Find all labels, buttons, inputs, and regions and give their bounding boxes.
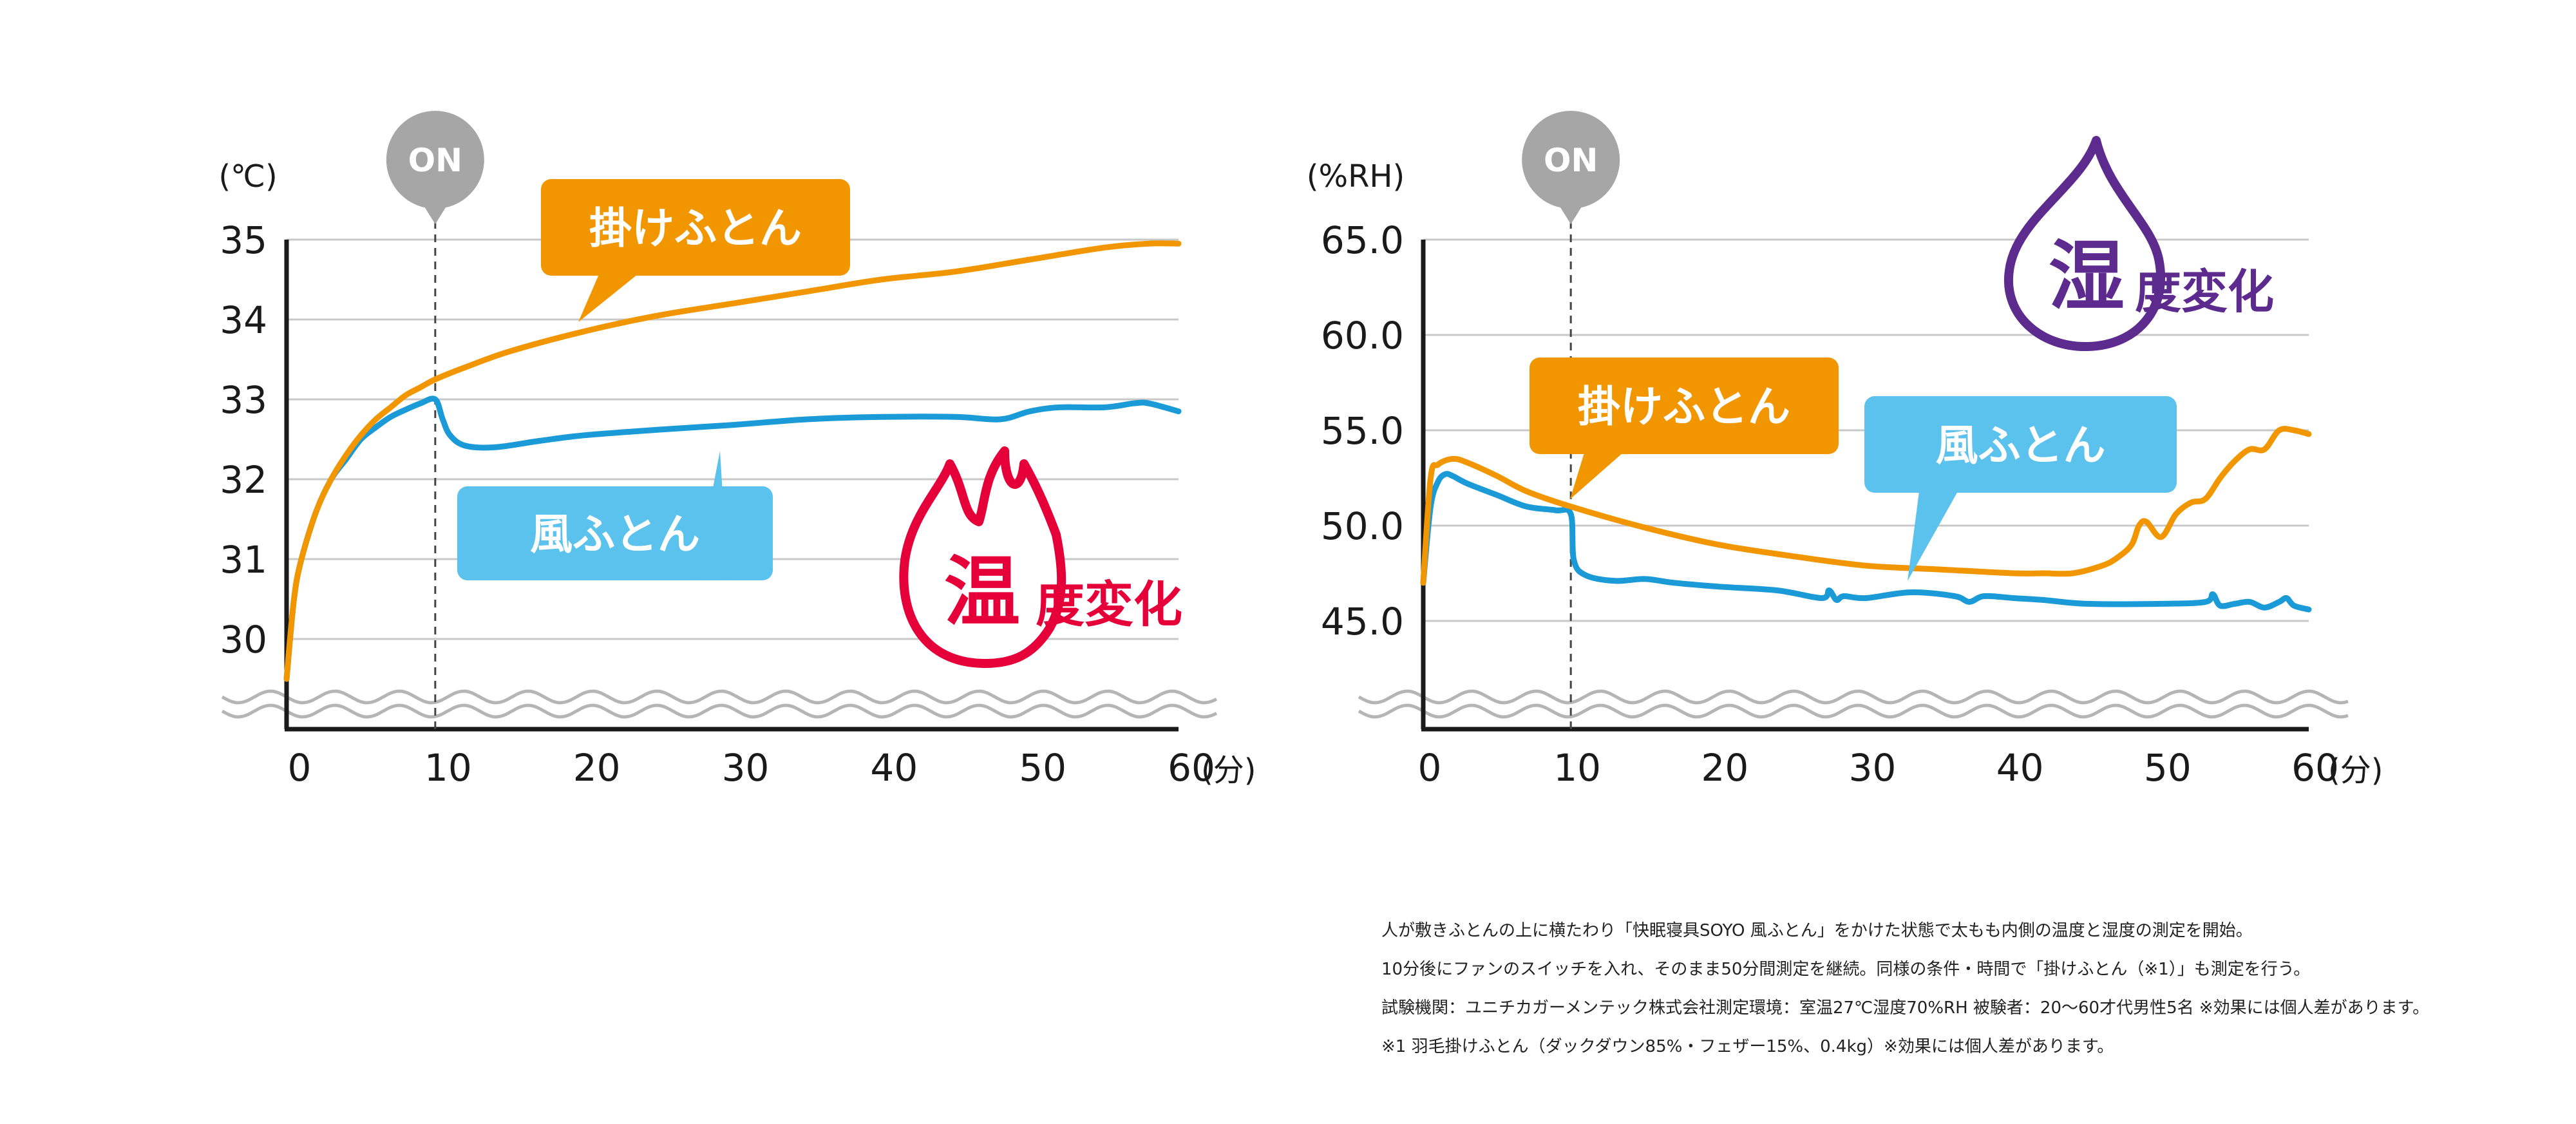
x-tick-label: 40	[870, 746, 918, 790]
x-tick-label: 0	[1418, 746, 1442, 790]
legend-bubble-kaze-tail	[696, 451, 728, 579]
legend-bubble-kake-box	[1530, 357, 1839, 454]
x-tick-label: 40	[1996, 746, 2044, 790]
water-drop-icon	[2003, 136, 2166, 352]
on-marker-label: ON	[408, 142, 462, 179]
badge-main-char: 温	[944, 548, 1020, 636]
y-tick-label: 60.0	[1321, 314, 1404, 357]
series-line-kake	[1420, 426, 2312, 586]
y-tick-label: 45.0	[1321, 600, 1404, 643]
flame-icon	[899, 446, 1066, 668]
legend-bubble-kake-tail	[578, 274, 638, 322]
y-tick-label: 33	[220, 378, 267, 422]
temperature-badge: 温度変化	[899, 446, 1182, 668]
x-tick-label: 30	[722, 746, 770, 790]
footnotes: 人が敷きふとんの上に横たわり「快眠寝具SOYO 風ふとん」をかけた状態で太もも内…	[1381, 911, 2553, 1066]
on-marker-pointer	[1558, 204, 1584, 224]
axis-break-wave	[1358, 703, 2349, 719]
footnote-line: ※1 羽毛掛けふとん（ダックダウン85%・フェザー15%、0.4kg）※効果には…	[1381, 1037, 2114, 1056]
y-tick-label: 32	[220, 458, 267, 502]
y-tick-label: 34	[220, 298, 267, 342]
badge-sub-text: 度変化	[1036, 576, 1182, 633]
x-tick-label: 30	[1849, 746, 1897, 790]
x-tick-label: 0	[288, 746, 312, 790]
footnote-line: 人が敷きふとんの上に横たわり「快眠寝具SOYO 風ふとん」をかけた状態で太もも内…	[1381, 921, 2253, 940]
y-axis-label: (%RH)	[1307, 158, 1405, 195]
legend-bubble-kaze: 風ふとん	[1864, 396, 2177, 581]
y-tick-label: 55.0	[1321, 409, 1404, 453]
series-line-kake	[283, 240, 1182, 682]
x-tick-label: 60	[1168, 746, 1215, 790]
series-label: 掛けふとん	[1578, 382, 1790, 432]
series-label: 風ふとん	[530, 510, 700, 559]
legend-bubble-kaze-box	[457, 486, 773, 580]
x-axis-label: (分)	[1201, 752, 1256, 788]
y-tick-label: 50.0	[1321, 504, 1404, 548]
y-tick-label: 35	[220, 218, 267, 262]
series-line-kaze	[1420, 471, 2312, 613]
legend-bubble-kake-tail	[1570, 453, 1623, 499]
on-marker-circle	[386, 111, 484, 209]
x-tick-label: 50	[2144, 746, 2192, 790]
legend-bubble-kake: 掛けふとん	[541, 179, 850, 322]
series-label: 掛けふとん	[589, 204, 802, 253]
legend-bubble-kake: 掛けふとん	[1530, 357, 1839, 499]
axis-break-wave	[1358, 689, 2349, 705]
footnote-line: 10分後にファンのスイッチを入れ、そのまま50分間測定を継続。同様の条件・時間で…	[1381, 960, 2311, 979]
humidity-badge: 湿度変化	[2003, 136, 2274, 352]
y-axis-label: (℃)	[218, 158, 277, 195]
humidity-chart: 45.0 50.0 55.0 60.0 65.0 (%RH) 0 10 20 30 40 50 60(分…	[1307, 111, 2383, 790]
legend-bubble-kaze-box	[1864, 396, 2177, 493]
footnote-line: 試験機関：ユニチカガーメンテック株式会社測定環境：室温27℃湿度70%RH 被験…	[1381, 998, 2430, 1018]
x-tick-label: 20	[1701, 746, 1748, 790]
series-label: 風ふとん	[1936, 421, 2106, 470]
badge-sub-text: 度変化	[2135, 265, 2274, 319]
y-tick-label: 31	[220, 538, 267, 582]
axis-break-wave	[221, 689, 1218, 705]
y-tick-label: 65.0	[1321, 218, 1404, 262]
legend-bubble-kaze: 風ふとん	[457, 451, 773, 580]
badge-main-char: 湿	[2049, 232, 2125, 321]
x-tick-label: 10	[1553, 746, 1601, 790]
x-tick-label: 10	[424, 746, 472, 790]
on-marker-circle	[1522, 111, 1620, 209]
temperature-chart: 30 31 32 33 34 35 (℃) 0 10 20 30 40 50 60(分) ON 掛けふとん風ふ…	[218, 111, 1256, 790]
on-marker-pointer	[422, 204, 448, 224]
x-axis-label: (分)	[2328, 752, 2383, 788]
on-marker-label: ON	[1544, 142, 1598, 179]
axis-break-wave	[221, 703, 1218, 719]
legend-bubble-kaze-tail	[1908, 491, 1958, 581]
x-tick-label: 20	[573, 746, 621, 790]
x-tick-label: 60	[2291, 746, 2339, 790]
legend-bubble-kake-box	[541, 179, 850, 276]
y-tick-label: 30	[220, 618, 267, 662]
x-tick-label: 50	[1019, 746, 1066, 790]
